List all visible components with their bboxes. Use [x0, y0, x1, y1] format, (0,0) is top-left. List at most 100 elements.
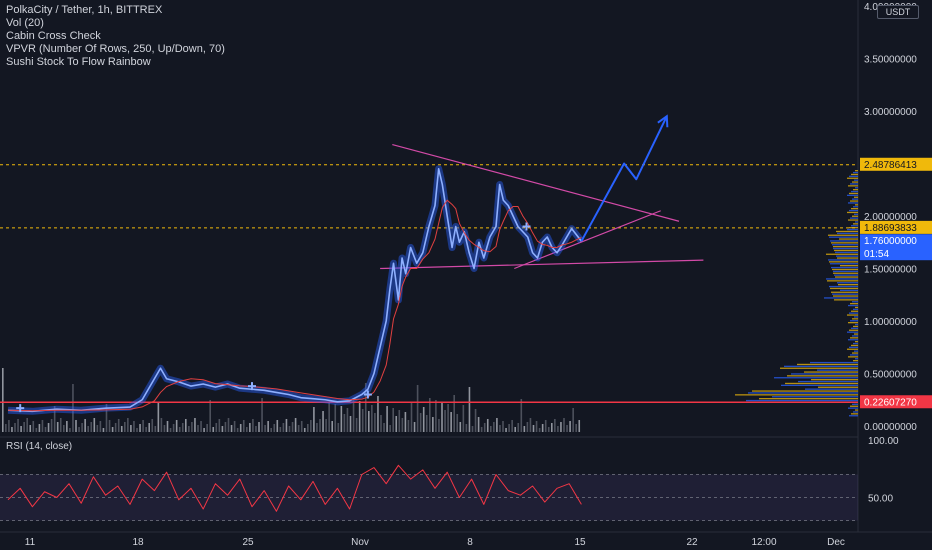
volume-bar	[294, 418, 297, 432]
volume-bar	[560, 422, 562, 432]
currency-badge[interactable]: USDT	[877, 5, 919, 19]
volume-bar	[212, 427, 215, 432]
volume-bar	[276, 420, 279, 432]
vpvr-row	[818, 386, 858, 388]
volume-bar	[291, 422, 294, 432]
price-label: 2.48786413	[864, 160, 917, 171]
rsi-title[interactable]: RSI (14, close)	[6, 441, 73, 452]
volume-bar	[75, 420, 77, 432]
rsi-tick-label: 100.00	[868, 436, 899, 447]
volume-bar	[419, 413, 422, 432]
vpvr-row	[837, 232, 858, 234]
volume-bar	[477, 417, 480, 432]
time-tick-label: 15	[574, 537, 586, 548]
volume-bar	[169, 428, 172, 432]
vpvr-row	[781, 384, 858, 386]
vpvr-row	[810, 361, 858, 364]
volume-bar	[371, 405, 373, 432]
volume-bar	[316, 423, 318, 432]
volume-bar	[227, 418, 230, 432]
cross-markers	[16, 222, 531, 413]
volume-bar	[255, 426, 257, 432]
volume-bar	[331, 421, 333, 432]
volume-bar	[569, 421, 571, 432]
vpvr-row	[848, 185, 858, 187]
volume-bar	[374, 413, 376, 432]
volume-bar	[343, 414, 346, 432]
vpvr-row	[833, 272, 858, 274]
vpvr-row	[855, 306, 858, 309]
vpvr-row	[827, 280, 858, 282]
volume-bar	[44, 427, 47, 432]
vpvr-row	[791, 373, 858, 375]
legend-indicator-sushi[interactable]: Sushi Stock To Flow Rainbow	[6, 56, 151, 68]
volume-bar	[447, 404, 449, 432]
legend-indicator-vpvr[interactable]: VPVR (Number Of Rows, 250, Up/Down, 70)	[6, 43, 225, 55]
time-tick-label: Dec	[827, 537, 845, 548]
vpvr-row	[772, 396, 858, 398]
vpvr-row	[774, 377, 858, 379]
vpvr-row	[830, 287, 858, 290]
volume-bar	[493, 422, 495, 432]
projection-arrowhead	[657, 114, 669, 128]
volume-bar	[325, 419, 327, 432]
volume-bar	[471, 426, 474, 432]
volume-bar	[130, 425, 132, 432]
vpvr-row	[833, 270, 858, 272]
volume-bar	[575, 424, 577, 432]
volume-bar	[422, 407, 425, 432]
volume-bar	[32, 421, 35, 432]
volume-bar	[270, 428, 272, 432]
volume-bar	[218, 419, 221, 432]
vpvr-row	[851, 208, 858, 210]
volume-bar	[438, 419, 440, 432]
vpvr-row	[836, 230, 858, 233]
vpvr-row	[828, 234, 858, 236]
time-tick-label: 8	[467, 537, 473, 548]
volume-bar	[490, 426, 492, 432]
legend-indicator-vol[interactable]: Vol (20)	[6, 17, 44, 29]
price-tick-label: 0.00000000	[864, 422, 917, 433]
vpvr-row	[852, 318, 858, 320]
vpvr-row	[834, 299, 858, 301]
cross-marker	[248, 382, 256, 391]
vpvr-row	[850, 200, 858, 202]
volume-bar	[395, 416, 398, 432]
vpvr-row	[847, 348, 858, 350]
volume-bar	[163, 425, 166, 432]
volume-bar	[380, 415, 382, 432]
volume-bar	[252, 419, 254, 432]
volume-bar	[450, 412, 452, 432]
vpvr-row	[852, 181, 858, 183]
volume-bar	[111, 427, 114, 432]
volume-bar	[66, 421, 68, 432]
volume-bar	[175, 420, 178, 432]
volume-bar	[63, 425, 65, 432]
volume-bar	[389, 425, 391, 432]
vpvr-row	[848, 407, 858, 409]
volume-bar	[529, 418, 532, 432]
volume-bar	[230, 425, 233, 432]
vpvr-row	[837, 282, 858, 284]
volume-bar	[120, 426, 123, 432]
price-tick-label: 1.50000000	[864, 265, 917, 276]
trend-line	[514, 210, 661, 270]
volume-bar	[432, 417, 434, 432]
vpvr-row	[854, 316, 858, 318]
vpvr-row	[836, 255, 858, 257]
legend-symbol[interactable]: PolkaCity / Tether, 1h, BITTREX	[6, 4, 163, 16]
legend-indicator-cabin[interactable]: Cabin Cross Check	[6, 30, 101, 42]
volume-bar	[462, 405, 465, 432]
vpvr-row	[849, 415, 858, 417]
volume-bar	[526, 422, 529, 432]
vpvr-row	[848, 356, 858, 358]
vpvr-row	[847, 331, 858, 333]
volume-bar	[307, 424, 309, 432]
time-tick-label: 25	[242, 537, 254, 548]
volume-bar	[486, 419, 489, 432]
volume-bar	[172, 424, 175, 432]
vpvr-row	[850, 354, 858, 356]
moving-average-line	[7, 199, 582, 412]
